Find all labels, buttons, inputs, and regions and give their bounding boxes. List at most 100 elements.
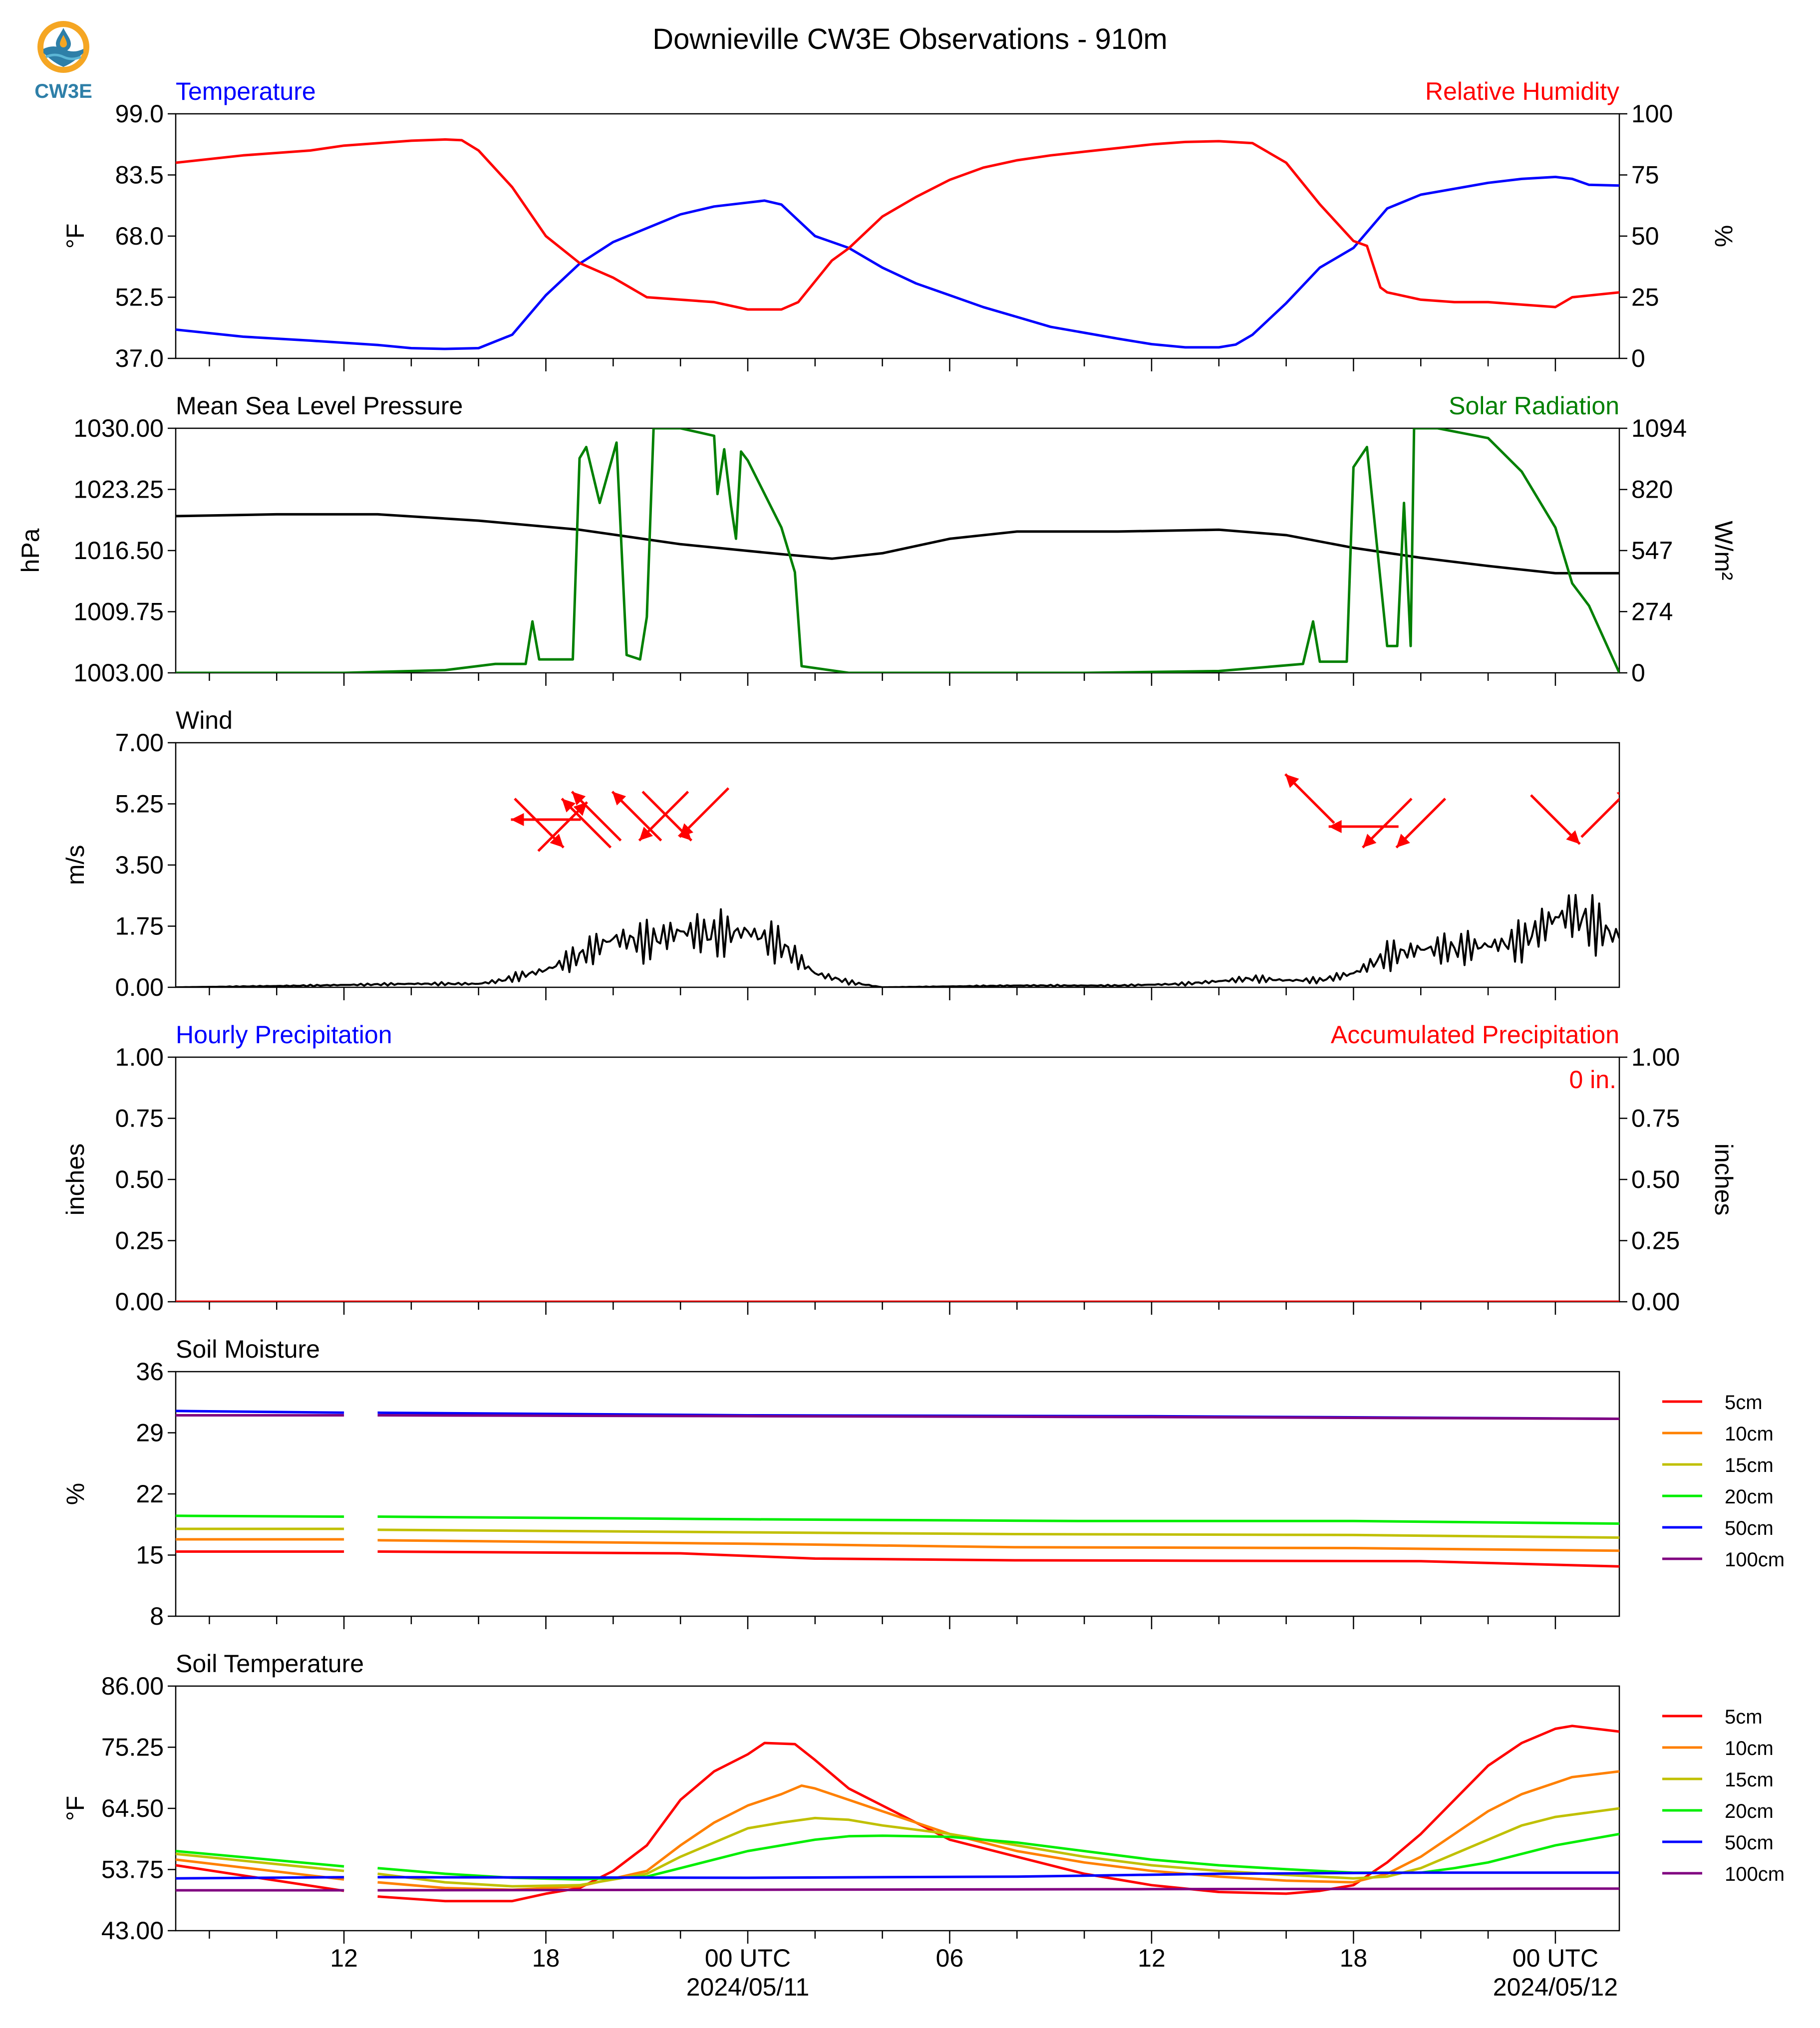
wind-arrow (1580, 797, 1619, 838)
series-line-20cm (176, 1850, 344, 1868)
y-axis-label: inches (61, 1144, 89, 1216)
x-date-label: 2024/05/12 (1493, 1973, 1618, 2001)
y-tick-label-right: 0 (1631, 344, 1645, 372)
panel-title-left: Wind (176, 706, 233, 734)
y-tick-label-right: 820 (1631, 476, 1673, 504)
panel-frame (175, 1056, 1620, 1303)
series-line-10cm-b (377, 1539, 1619, 1552)
x-tick-label: 12 (1138, 1944, 1166, 1972)
wind-arrow-head (562, 799, 576, 813)
y-axis-label: % (61, 1483, 89, 1505)
x-tick-label: 00 UTC (705, 1944, 791, 1972)
y-tick-label-right: 75 (1631, 161, 1659, 189)
legend: 5cm 10cm 15cm 20cm 50cm 100cm (1662, 1706, 1785, 1885)
series-line-50cm (176, 1876, 344, 1880)
panel-title-left: Hourly Precipitation (176, 1021, 392, 1049)
legend-label: 10cm (1725, 1738, 1774, 1759)
y-tick-label: 1.00 (115, 1043, 164, 1071)
x-tick-label: 06 (936, 1944, 964, 1972)
wind-arrow-head (1362, 834, 1377, 848)
wind-arrow-head (572, 792, 586, 806)
wind-arrow-head (511, 813, 524, 826)
wind-arrow-head (1285, 774, 1299, 788)
y-tick-label-right: 547 (1631, 537, 1673, 565)
y-tick-label: 0.00 (115, 973, 164, 1001)
y-tick-label: 0.00 (115, 1288, 164, 1316)
y-tick-label: 68.0 (115, 222, 164, 250)
panel-title-right: Solar Radiation (1449, 392, 1619, 420)
x-tick-label: 00 UTC (1513, 1944, 1598, 1972)
plot-area (176, 428, 1619, 673)
series-line-5cm-b (377, 1550, 1619, 1568)
panel-6: Soil Temperature 43.00 53.75 64.50 75.25 86.0… (61, 1650, 1785, 1945)
y-tick-label-right: 0 (1631, 659, 1645, 687)
y-tick-label: 1016.50 (73, 537, 164, 565)
plot-area (176, 773, 1619, 987)
series-line-50cm (176, 1410, 344, 1414)
y-tick-label: 29 (136, 1419, 164, 1447)
wind-arrow-head (639, 827, 653, 841)
panel-3: Wind 0.00 1.75 3.50 5.25 7.00 m/s (61, 706, 1620, 1001)
wind-arrow-head (1328, 820, 1342, 833)
y-tick-label: 22 (136, 1480, 164, 1508)
series-line-50cm-b (377, 1871, 1619, 1879)
y-axis-label: hPa (16, 528, 44, 573)
y-tick-label: 53.75 (101, 1856, 164, 1884)
y-axis-label: °F (61, 224, 89, 249)
y-tick-label: 86.00 (101, 1672, 164, 1700)
panel-frame (175, 113, 1620, 359)
panel-1: Temperature Relative Humidity 37.0 52.5 68.0… (61, 77, 1738, 372)
series-line-15cm-b (377, 1528, 1619, 1539)
wind-arrow-head (1566, 830, 1580, 844)
y-tick-label: 8 (150, 1602, 164, 1630)
wind-arrow-head (550, 834, 564, 848)
y-axis-label: m/s (61, 845, 89, 885)
y-tick-label: 0.75 (115, 1105, 164, 1133)
panel-title-left: Mean Sea Level Pressure (176, 392, 463, 420)
wind-arrow-head (679, 823, 693, 837)
plot-area (176, 138, 1619, 350)
y-axis-label: °F (61, 1796, 89, 1821)
y-tick-label: 7.00 (115, 729, 164, 757)
y-tick-label: 1023.25 (73, 476, 164, 504)
y-tick-label: 1009.75 (73, 598, 164, 626)
y-tick-label: 1030.00 (73, 414, 164, 442)
series-line-0 (176, 513, 1619, 575)
chart-title: Downieville CW3E Observations - 910m (652, 23, 1167, 55)
x-tick-label: 18 (532, 1944, 560, 1972)
legend-label: 15cm (1725, 1769, 1774, 1791)
y-tick-label: 1.75 (115, 912, 164, 940)
y-tick-label-right: 274 (1631, 597, 1673, 625)
wind-speed-line (176, 894, 1619, 987)
wind-arrow-head (1396, 834, 1410, 848)
legend-label: 100cm (1725, 1549, 1785, 1571)
y-tick-label: 0.50 (115, 1165, 164, 1193)
y-tick-label-right: 0.00 (1631, 1288, 1680, 1316)
series-line-10cm (176, 1858, 344, 1881)
x-date-label: 2024/05/11 (686, 1973, 810, 2001)
series-line-100cm-b (377, 1887, 1619, 1892)
legend-label: 5cm (1725, 1706, 1763, 1728)
cw3e-logo: CW3E (31, 18, 96, 103)
series-line-1 (176, 138, 1619, 311)
y-tick-label: 99.0 (115, 100, 164, 128)
legend-label: 50cm (1725, 1517, 1774, 1539)
y-tick-label: 43.00 (101, 1917, 164, 1945)
y-tick-label-right: 25 (1631, 284, 1659, 311)
panel-title-right: Accumulated Precipitation (1331, 1021, 1619, 1049)
panel-title-left: Soil Moisture (176, 1335, 320, 1363)
legend-label: 15cm (1725, 1454, 1774, 1476)
legend-label: 10cm (1725, 1423, 1774, 1445)
logo-text: CW3E (34, 80, 92, 102)
legend-label: 20cm (1725, 1486, 1774, 1508)
panel-5: Soil Moisture 8 15 22 29 36% 5cm 10cm 15cm 20cm 50… (61, 1335, 1785, 1630)
y-tick-label-right: 1094 (1631, 414, 1687, 442)
y-tick-label: 75.25 (101, 1734, 164, 1761)
y-tick-label-right: 50 (1631, 222, 1659, 250)
legend: 5cm 10cm 15cm 20cm 50cm 100cm (1662, 1392, 1785, 1571)
y-axis-label-right: inches (1710, 1144, 1738, 1216)
panel-2: Mean Sea Level Pressure Solar Radiation 10… (16, 392, 1738, 687)
water-drop-logo-icon: CW3E (34, 21, 92, 102)
